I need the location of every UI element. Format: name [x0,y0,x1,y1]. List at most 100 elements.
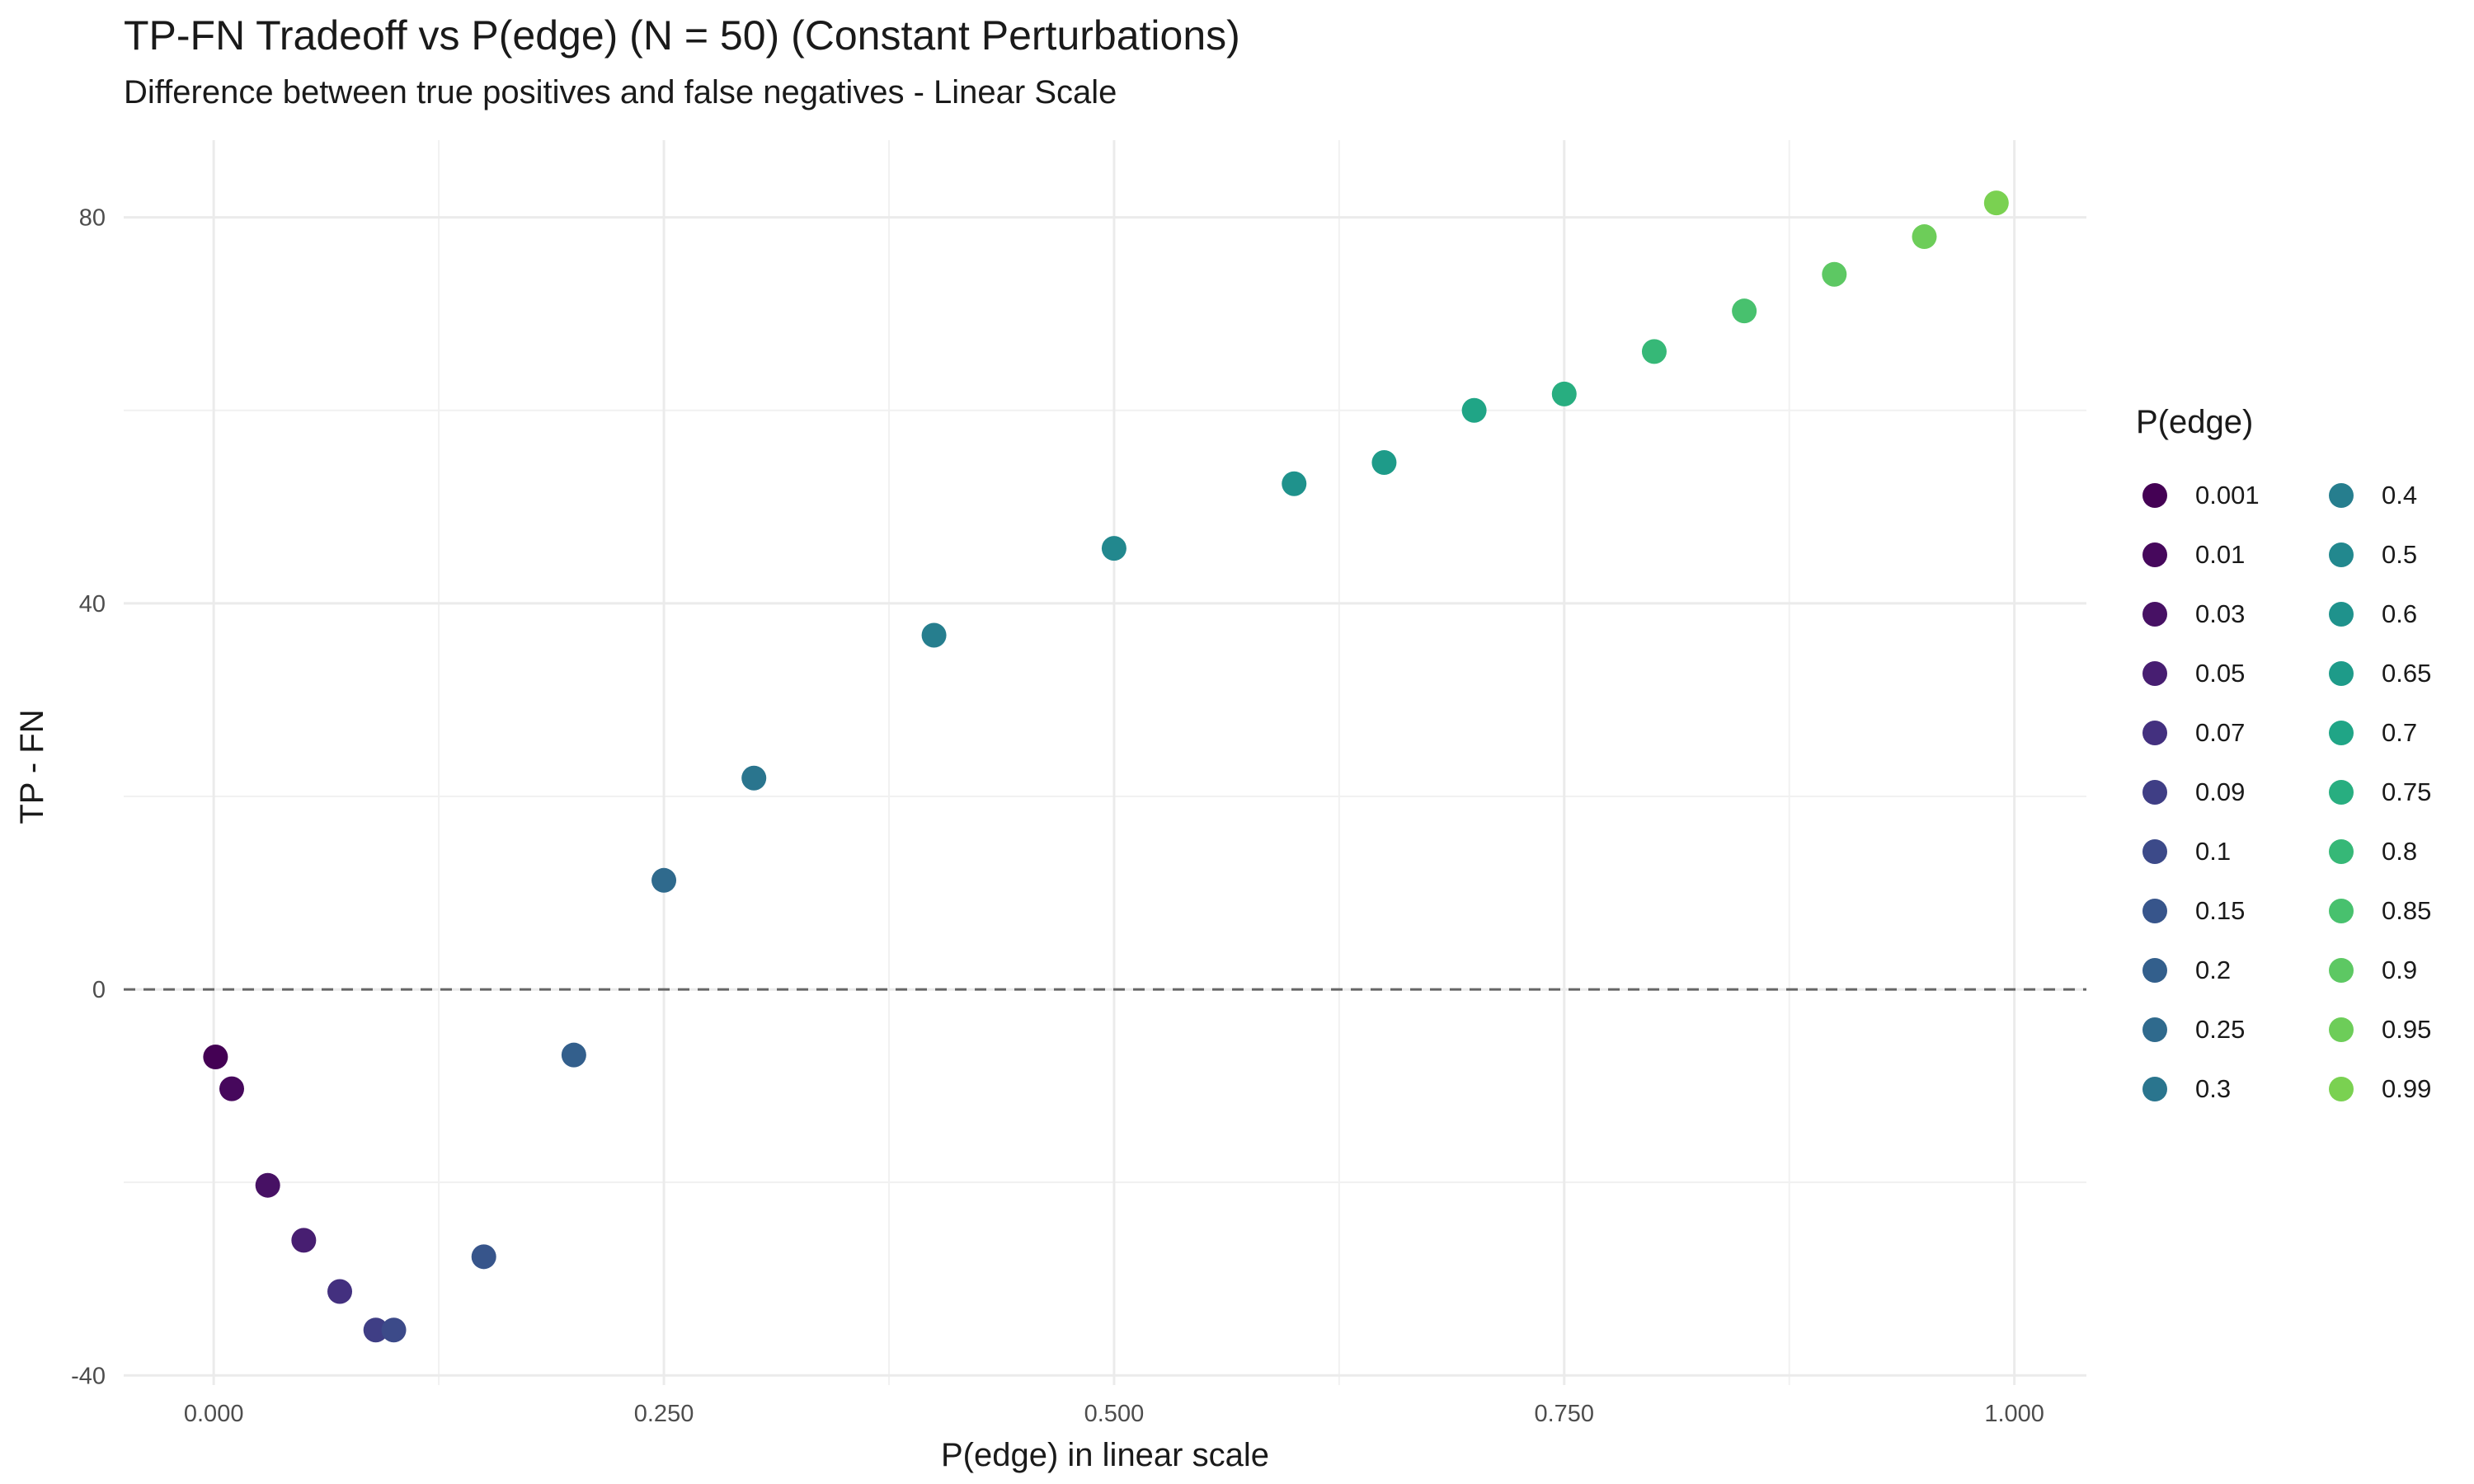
legend-title: P(edge) [2136,404,2254,440]
legend-label: 0.09 [2195,777,2246,806]
legend-item-0_1: 0.1 [2136,822,2294,881]
legend-label: 0.7 [2382,718,2418,747]
legend-swatch [2329,602,2354,627]
x-tick-label: 0.500 [1084,1401,1145,1427]
chart-subtitle: Difference between true positives and fa… [124,74,1117,110]
minor-grid [124,140,2086,1385]
chart-title: TP-FN Tradeoff vs P(edge) (N = 50) (Cons… [124,12,1240,59]
x-tick-label: 1.000 [1984,1401,2044,1427]
data-point-0_6 [1282,471,1307,496]
x-axis-ticks: 0.000 0.250 0.500 0.750 1.000 [184,1401,2044,1427]
legend-item-0_99: 0.99 [2322,1059,2474,1119]
legend-swatch [2142,483,2167,508]
legend-label: 0.9 [2382,956,2418,984]
data-point-0_1 [381,1317,407,1343]
legend-swatch [2329,839,2354,864]
legend-item-0_07: 0.07 [2136,703,2294,763]
legend-item-0_09: 0.09 [2136,763,2294,822]
legend-column-1: 0.001 0.01 0.03 0.05 0.07 0.09 0.1 0.15 0.2 0.25 0… [2136,466,2294,1119]
legend-item-0_3: 0.3 [2136,1059,2294,1119]
legend-swatch [2142,899,2167,923]
data-point-0_85 [1732,298,1757,324]
data-point-0_5 [1101,536,1126,561]
legend-swatch [2329,721,2354,745]
legend-columns: 0.001 0.01 0.03 0.05 0.07 0.09 0.1 0.15 0.2 0.25 0… [2136,466,2474,1119]
data-point-0_75 [1551,381,1577,406]
legend-label: 0.05 [2195,659,2246,688]
legend-item-0_75: 0.75 [2322,763,2474,822]
data-point-0_65 [1371,449,1397,475]
data-point-0_001 [203,1045,228,1070]
legend-item-0_05: 0.05 [2136,644,2294,703]
legend-swatch [2329,1017,2354,1042]
legend-label: 0.3 [2195,1074,2232,1103]
y-axis-ticks: -40 0 40 80 [71,205,106,1390]
legend-item-0_6: 0.6 [2322,585,2474,644]
legend-swatch [2142,721,2167,745]
legend-label: 0.5 [2382,540,2418,569]
legend-label: 0.75 [2382,777,2432,806]
legend-swatch [2329,899,2354,923]
legend-swatch [2329,542,2354,567]
legend-swatch [2142,780,2167,805]
y-tick-label: 80 [79,205,106,232]
legend-item-0_5: 0.5 [2322,525,2474,585]
legend-label: 0.03 [2195,599,2246,628]
legend-item-0_8: 0.8 [2322,822,2474,881]
legend-item-0_85: 0.85 [2322,881,2474,941]
data-point-0_01 [219,1076,245,1101]
legend-label: 0.65 [2382,659,2432,688]
legend-item-0_001: 0.001 [2136,466,2294,525]
legend-column-2: 0.4 0.5 0.6 0.65 0.7 0.75 0.8 0.85 0.9 0.95 0.99 [2322,466,2474,1119]
legend-swatch [2329,661,2354,686]
legend-item-0_25: 0.25 [2136,1000,2294,1059]
x-tick-label: 0.000 [184,1401,244,1427]
legend-label: 0.8 [2382,837,2418,866]
legend-label: 0.01 [2195,540,2246,569]
legend-label: 0.1 [2195,837,2232,866]
data-point-0_05 [291,1228,317,1253]
legend-swatch [2329,780,2354,805]
data-points [203,190,2009,1343]
legend-item-0_03: 0.03 [2136,585,2294,644]
data-point-0_25 [651,867,677,893]
legend-label: 0.85 [2382,896,2432,925]
x-tick-label: 0.750 [1534,1401,1594,1427]
y-tick-label: 0 [92,977,106,1003]
legend-label: 0.15 [2195,896,2246,925]
legend-item-0_65: 0.65 [2322,644,2474,703]
data-point-0_09 [363,1317,388,1343]
legend-label: 0.99 [2382,1074,2432,1103]
legend-item-0_2: 0.2 [2136,941,2294,1000]
legend-item-0_01: 0.01 [2136,525,2294,585]
data-point-0_15 [471,1244,496,1270]
legend-label: 0.4 [2382,481,2418,510]
legend-swatch [2142,661,2167,686]
x-axis-title: P(edge) in linear scale [941,1437,1269,1473]
data-point-0_4 [921,622,947,648]
data-point-0_9 [1822,261,1847,287]
legend: P(edge) 0.001 0.01 0.03 0.05 0.07 0.09 0.1 0.15… [2136,404,2474,1119]
legend-swatch [2329,483,2354,508]
legend-label: 0.25 [2195,1015,2246,1044]
y-axis-title: TP - FN [14,709,50,824]
legend-swatch [2142,958,2167,983]
data-point-0_8 [1641,339,1667,364]
legend-item-0_15: 0.15 [2136,881,2294,941]
legend-swatch [2142,839,2167,864]
major-grid [124,140,2086,1385]
legend-swatch [2142,602,2167,627]
legend-label: 0.6 [2382,599,2418,628]
legend-swatch [2142,542,2167,567]
legend-swatch [2329,1077,2354,1101]
data-point-0_99 [1983,190,2009,216]
y-tick-label: -40 [71,1363,106,1389]
x-tick-label: 0.250 [634,1401,694,1427]
data-point-0_3 [741,765,767,791]
data-point-0_7 [1461,397,1487,423]
legend-label: 0.001 [2195,481,2260,510]
legend-item-0_4: 0.4 [2322,466,2474,525]
legend-swatch [2142,1077,2167,1101]
data-point-0_03 [255,1172,280,1198]
legend-label: 0.07 [2195,718,2246,747]
